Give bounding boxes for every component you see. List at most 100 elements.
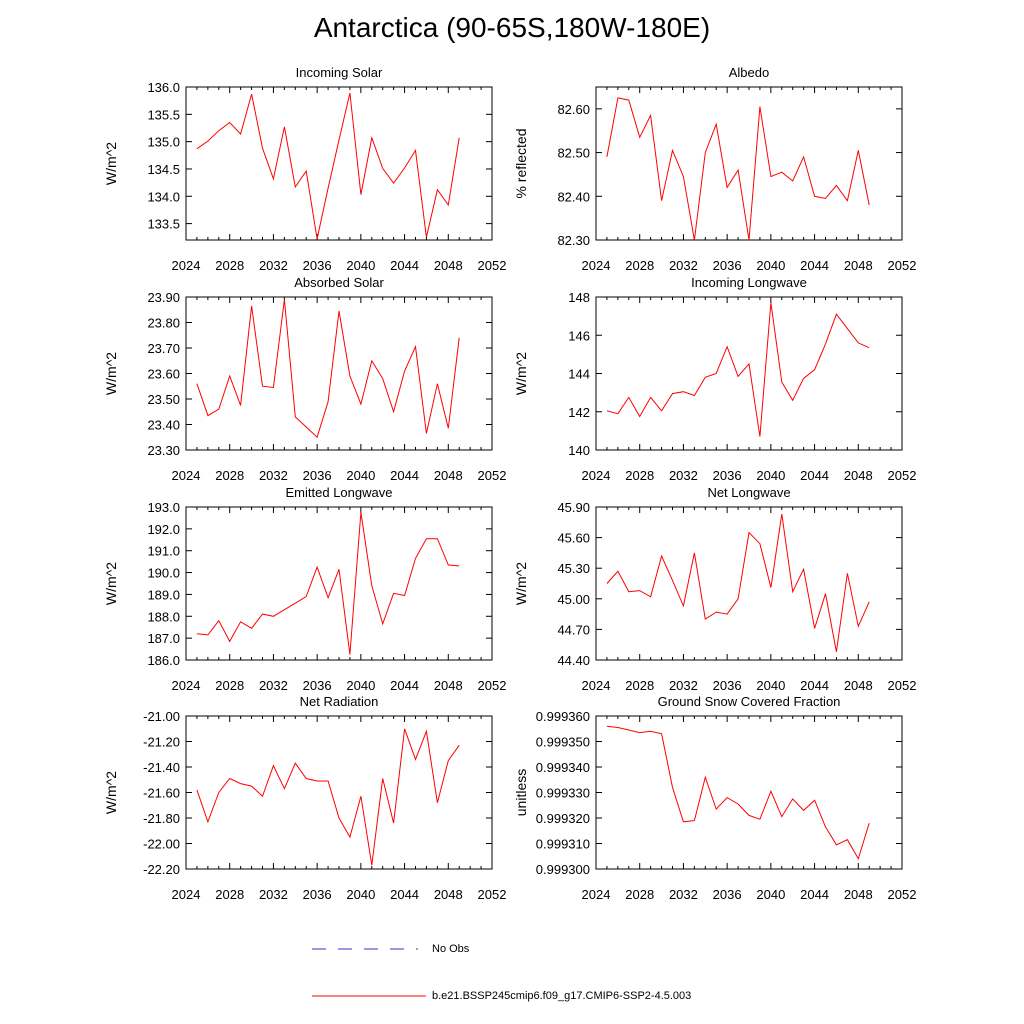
y-tick-label: 140: [568, 443, 590, 458]
x-tick-label: 2032: [259, 678, 288, 693]
plot-frame: [595, 506, 903, 661]
x-tick-label: 2024: [172, 258, 201, 273]
x-tick-label: 2040: [756, 887, 785, 902]
x-tick-label: 2032: [669, 887, 698, 902]
plot-frame: [185, 296, 493, 451]
y-tick-label: 45.30: [557, 561, 590, 576]
x-tick-label: 2040: [346, 887, 375, 902]
x-tick-label: 2036: [303, 678, 332, 693]
y-axis-label: W/m^2: [103, 771, 119, 814]
panel-title: Albedo: [729, 65, 769, 80]
x-tick-label: 2024: [582, 887, 611, 902]
y-tick-label: 0.999340: [536, 760, 590, 775]
x-tick-label: 2032: [669, 258, 698, 273]
y-axis-label: W/m^2: [103, 142, 119, 185]
y-tick-label: 192.0: [147, 522, 180, 537]
x-tick-label: 2048: [434, 258, 463, 273]
y-axis-label: unitless: [513, 769, 529, 816]
x-tick-label: 2040: [346, 678, 375, 693]
series-line: [606, 302, 870, 437]
panel-7: 2024 2028 2032 2036 2040 2044 2048 2052 -22.20 -2…: [103, 694, 506, 902]
x-tick-label: 2028: [215, 887, 244, 902]
x-tick-label: 2044: [390, 258, 419, 273]
panel-title: Incoming Solar: [296, 65, 383, 80]
plot-frame: [595, 296, 903, 451]
y-tick-label: 0.999350: [536, 735, 590, 750]
x-tick-label: 2036: [303, 258, 332, 273]
x-tick-label: 2048: [434, 678, 463, 693]
y-tick-label: 136.0: [147, 80, 180, 95]
y-tick-label: -21.00: [143, 709, 180, 724]
y-tick-label: 146: [568, 328, 590, 343]
y-tick-label: 44.40: [557, 653, 590, 668]
y-tick-label: -22.00: [143, 837, 180, 852]
y-tick-label: 23.40: [147, 418, 180, 433]
x-tick-label: 2044: [800, 468, 829, 483]
y-tick-label: 23.90: [147, 290, 180, 305]
x-tick-label: 2048: [844, 678, 873, 693]
series-line: [196, 92, 460, 240]
x-tick-label: 2028: [625, 468, 654, 483]
x-tick-label: 2052: [888, 887, 917, 902]
series-line: [196, 299, 460, 439]
y-axis-label: W/m^2: [513, 352, 529, 395]
x-tick-label: 2024: [582, 468, 611, 483]
x-tick-label: 2044: [390, 468, 419, 483]
x-tick-label: 2028: [625, 678, 654, 693]
panel-1: 2024 2028 2032 2036 2040 2044 2048 2052 133.5 134…: [103, 65, 506, 273]
y-tick-label: 188.0: [147, 609, 180, 624]
x-tick-label: 2032: [669, 468, 698, 483]
y-tick-label: 82.60: [557, 102, 590, 117]
x-tick-label: 2028: [215, 678, 244, 693]
y-tick-label: 133.5: [147, 217, 180, 232]
x-tick-label: 2048: [434, 887, 463, 902]
panel-title: Incoming Longwave: [691, 275, 807, 290]
x-tick-label: 2052: [478, 678, 507, 693]
y-axis-label: W/m^2: [103, 562, 119, 605]
series-line: [606, 725, 870, 861]
x-tick-label: 2036: [303, 468, 332, 483]
x-tick-label: 2048: [844, 258, 873, 273]
y-tick-label: 134.5: [147, 162, 180, 177]
y-tick-label: 142: [568, 405, 590, 420]
legend-model-label: b.e21.BSSP245cmip6.f09_g17.CMIP6-SSP2-4.…: [432, 990, 692, 1002]
y-tick-label: 193.0: [147, 500, 180, 515]
series-line: [606, 97, 870, 241]
y-tick-label: -21.20: [143, 735, 180, 750]
y-tick-label: 135.0: [147, 135, 180, 150]
x-tick-label: 2024: [172, 468, 201, 483]
x-tick-label: 2044: [800, 678, 829, 693]
plot-frame: [595, 715, 903, 870]
y-axis-label: % reflected: [513, 128, 529, 198]
x-tick-label: 2048: [434, 468, 463, 483]
y-tick-label: 135.5: [147, 107, 180, 122]
x-tick-label: 2024: [582, 678, 611, 693]
panel-title: Net Longwave: [707, 485, 790, 500]
x-tick-label: 2036: [713, 678, 742, 693]
x-tick-label: 2032: [669, 678, 698, 693]
y-tick-label: 23.70: [147, 341, 180, 356]
panel-title: Ground Snow Covered Fraction: [658, 694, 841, 709]
x-tick-label: 2052: [888, 468, 917, 483]
y-tick-label: 0.999320: [536, 811, 590, 826]
x-tick-label: 2040: [756, 468, 785, 483]
x-tick-label: 2052: [478, 887, 507, 902]
y-tick-label: -21.40: [143, 760, 180, 775]
legend-obs-label: No Obs: [432, 943, 470, 955]
plot-frame: [595, 86, 903, 241]
y-tick-label: 0.999330: [536, 786, 590, 801]
x-tick-label: 2040: [756, 258, 785, 273]
y-tick-label: 0.999300: [536, 862, 590, 877]
y-tick-label: 45.60: [557, 531, 590, 546]
x-tick-label: 2028: [625, 887, 654, 902]
x-tick-label: 2048: [844, 468, 873, 483]
x-tick-label: 2024: [582, 258, 611, 273]
x-tick-label: 2040: [346, 468, 375, 483]
x-tick-label: 2032: [259, 887, 288, 902]
y-tick-label: -22.20: [143, 862, 180, 877]
y-tick-label: 44.70: [557, 622, 590, 637]
y-tick-label: 190.0: [147, 566, 180, 581]
x-tick-label: 2032: [259, 258, 288, 273]
y-tick-label: 23.50: [147, 392, 180, 407]
